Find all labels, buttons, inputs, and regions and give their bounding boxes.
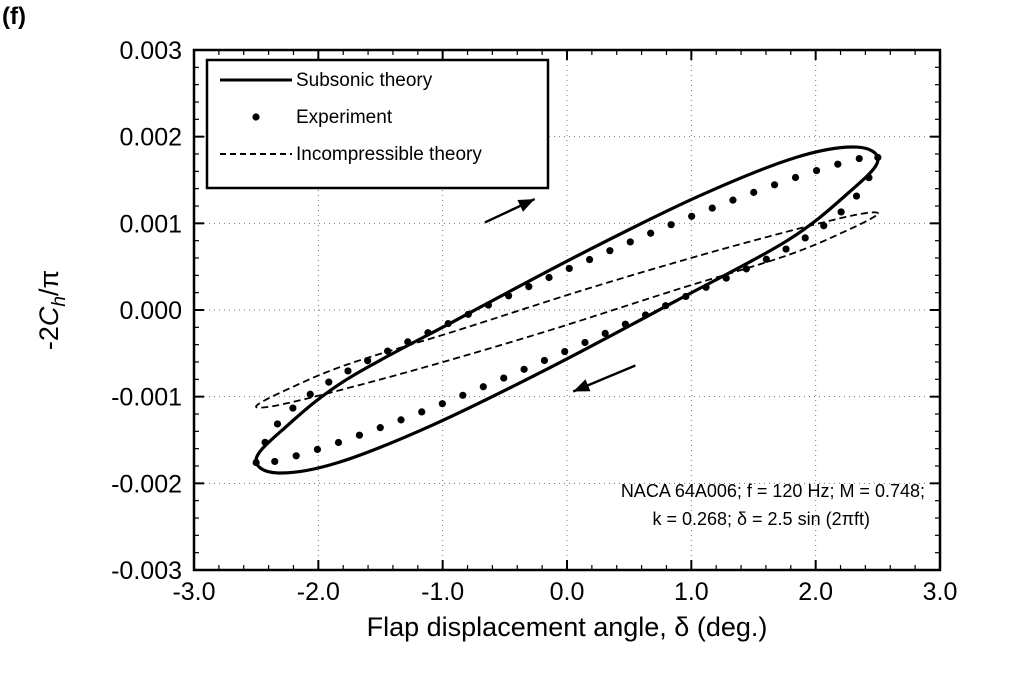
experiment-point — [820, 222, 828, 230]
experiment-point — [708, 204, 716, 212]
experiment-point — [404, 338, 412, 346]
annotation-line-1: NACA 64A006; f = 120 Hz; M = 0.748; — [621, 481, 925, 501]
experiment-point — [662, 302, 670, 310]
experiment-point — [525, 283, 533, 291]
y-tick-label: 0.002 — [119, 124, 182, 152]
y-axis-title: -2Ch/π — [34, 270, 70, 350]
y-tick-label: -0.001 — [111, 384, 182, 412]
arrow-lower-head — [573, 379, 591, 392]
x-tick-label: 2.0 — [798, 578, 833, 606]
arrow-upper-head — [517, 199, 535, 212]
experiment-point — [852, 192, 861, 200]
experiment-point — [791, 173, 800, 182]
experiment-point — [334, 438, 343, 447]
experiment-point — [545, 273, 553, 282]
experiment-point — [561, 347, 569, 356]
experiment-point — [252, 458, 260, 467]
experiment-point — [459, 391, 467, 399]
x-tick-label: 1.0 — [674, 578, 709, 606]
y-tick-label: 0.001 — [119, 210, 182, 238]
experiment-point — [438, 400, 446, 408]
experiment-point — [750, 188, 758, 196]
experiment-point — [688, 212, 696, 220]
experiment-point — [292, 452, 300, 460]
experiment-point — [682, 292, 690, 301]
experiment-point — [621, 320, 629, 328]
experiment-point — [641, 311, 650, 319]
x-axis-title: Flap displacement angle, δ (deg.) — [367, 612, 768, 642]
series-layer — [252, 145, 882, 475]
experiment-point — [626, 238, 634, 246]
experiment-point — [801, 234, 809, 242]
experiment-point — [520, 365, 528, 373]
grid — [194, 50, 940, 570]
x-tick-label: -3.0 — [172, 578, 215, 606]
experiment-point — [271, 457, 279, 466]
y-tick-label: 0.000 — [119, 297, 182, 325]
legend-label-incompressible: Incompressible theory — [296, 144, 482, 165]
y-axis-title-part: -2 — [34, 326, 64, 350]
experiment-point — [770, 181, 779, 189]
experiment-point — [565, 264, 573, 273]
experiment-point — [702, 283, 710, 291]
experiment-point — [289, 404, 297, 412]
experiment-point — [874, 153, 882, 162]
experiment-point — [834, 160, 842, 168]
experiment-point — [479, 383, 487, 391]
experiment-point — [540, 356, 549, 365]
experiment-point — [782, 245, 790, 253]
experiment-point — [585, 255, 594, 264]
experiment-point — [306, 390, 314, 398]
experiment-point — [837, 208, 845, 216]
direction-arrows — [484, 197, 636, 393]
experiment-point — [647, 229, 655, 237]
experiment-point — [729, 196, 737, 204]
experiment-point — [581, 338, 589, 347]
y-tick-label: 0.003 — [119, 37, 182, 65]
legend-sample-experiment — [252, 113, 260, 121]
experiment-point — [812, 166, 821, 175]
experiment-point — [505, 292, 513, 300]
x-tick-label: -1.0 — [421, 578, 464, 606]
experiment-point — [325, 378, 333, 386]
legend-label-subsonic: Subsonic theory — [296, 70, 433, 91]
experiment-point — [601, 329, 609, 337]
ticks — [193, 49, 941, 571]
experiment-point — [865, 174, 873, 182]
experiment-point — [444, 319, 452, 328]
experiment-point — [606, 247, 614, 255]
x-tick-label: -2.0 — [297, 578, 340, 606]
experiment-point — [484, 301, 493, 309]
experiment-point — [313, 445, 322, 454]
experiment-point — [424, 329, 432, 337]
y-tick-label: -0.002 — [111, 470, 182, 498]
experiment-point — [500, 374, 508, 382]
y-tick-label: -0.003 — [111, 557, 182, 585]
experiment-point — [376, 424, 384, 432]
experiment-point — [722, 274, 730, 282]
y-axis-title-rest: /π — [34, 270, 64, 296]
experiment-point — [261, 438, 269, 446]
experiment-point — [742, 265, 750, 273]
series-incompressible-theory-line — [255, 211, 879, 409]
experiment-point — [273, 420, 282, 428]
y-axis-title-var: C — [34, 306, 64, 326]
panel-label: (f) — [2, 3, 26, 30]
legend: Subsonic theory Experiment Incompressibl… — [205, 58, 550, 190]
experiment-point — [344, 367, 352, 375]
x-tick-label: 3.0 — [923, 578, 958, 606]
tick-labels: -3.0 -2.0 -1.0 0.0 1.0 2.0 3.0 -0.003 -0.002 -0.0… — [111, 37, 957, 606]
experiment-point — [355, 431, 364, 439]
experiment-point — [762, 255, 770, 263]
experiment-point — [464, 310, 472, 318]
experiment-point — [855, 154, 863, 163]
experiment-point — [397, 416, 405, 424]
annotation-line-2: k = 0.268; δ = 2.5 sin (2πft) — [652, 509, 870, 529]
y-axis-title-sub: h — [49, 296, 70, 307]
experiment-point — [667, 221, 675, 229]
legend-label-experiment: Experiment — [296, 107, 393, 128]
experiment-point — [418, 408, 426, 416]
x-tick-label: 0.0 — [550, 578, 585, 606]
